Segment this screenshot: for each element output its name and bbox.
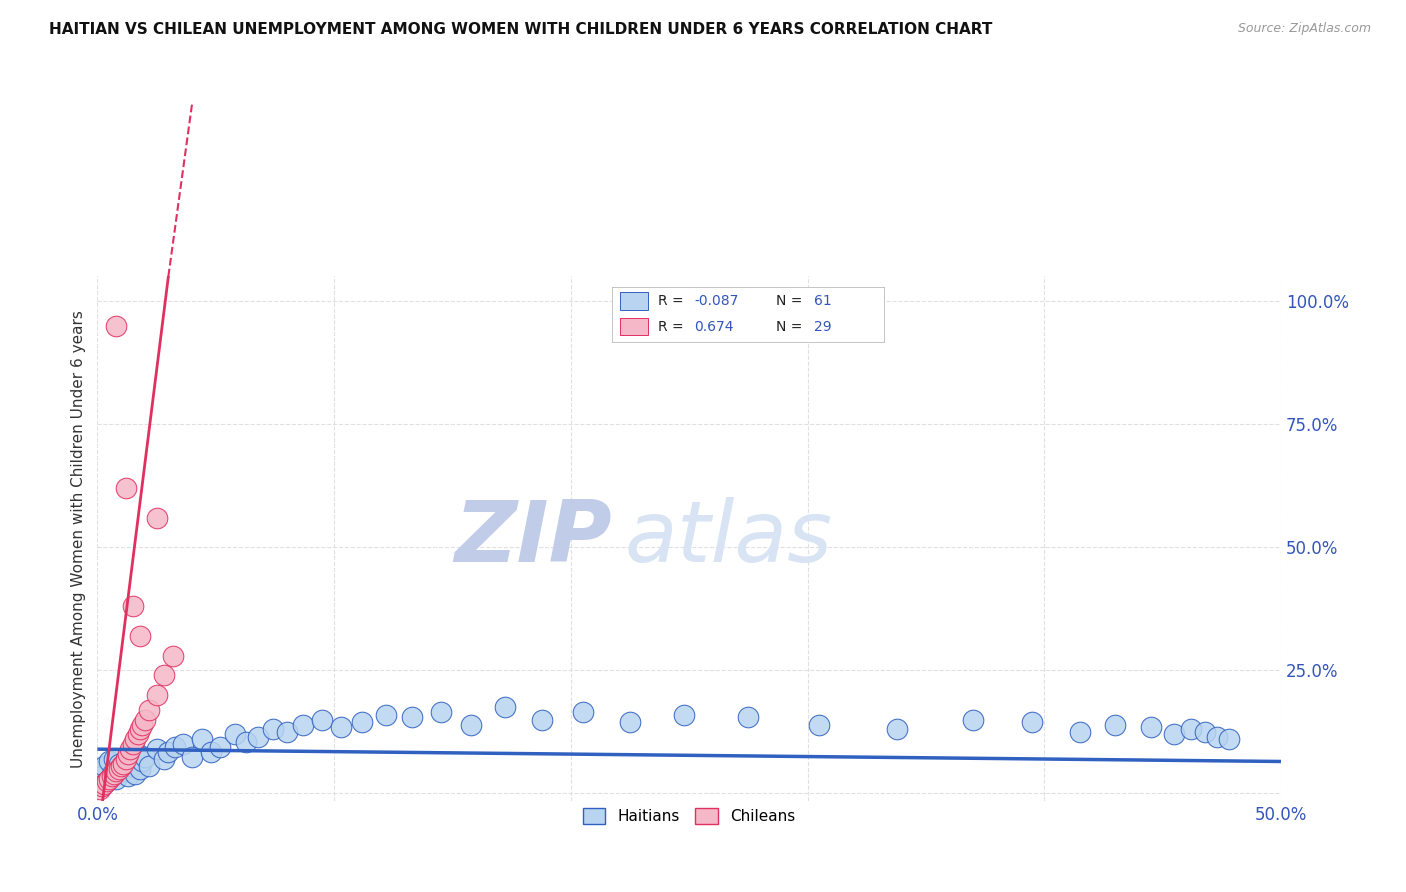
- Point: [1163, 727, 1185, 741]
- Point: [105, 318, 128, 333]
- Point: [152, 668, 174, 682]
- Point: [96, 774, 118, 789]
- Point: [124, 732, 146, 747]
- Point: [100, 769, 122, 783]
- Point: [129, 629, 152, 643]
- Point: [162, 648, 184, 663]
- Point: [114, 752, 136, 766]
- Point: [429, 705, 451, 719]
- Point: [152, 752, 174, 766]
- Point: [962, 713, 984, 727]
- Point: [200, 745, 222, 759]
- Point: [129, 723, 152, 737]
- Point: [134, 749, 156, 764]
- Point: [103, 752, 125, 766]
- Point: [1139, 720, 1161, 734]
- Point: [129, 762, 152, 776]
- Point: [1104, 717, 1126, 731]
- Point: [103, 766, 125, 780]
- Point: [494, 700, 516, 714]
- Point: [93, 777, 115, 791]
- Point: [105, 772, 128, 786]
- Y-axis label: Unemployment Among Women with Children Under 6 years: Unemployment Among Women with Children U…: [72, 310, 86, 768]
- Point: [401, 710, 423, 724]
- Point: [165, 739, 187, 754]
- Point: [114, 752, 136, 766]
- Point: [96, 774, 118, 789]
- Point: [262, 723, 284, 737]
- Point: [121, 599, 143, 614]
- Point: [91, 779, 114, 793]
- Point: [112, 764, 135, 779]
- Point: [121, 756, 143, 771]
- Point: [209, 739, 232, 754]
- Point: [138, 703, 160, 717]
- Point: [89, 781, 111, 796]
- Point: [1069, 725, 1091, 739]
- Point: [120, 759, 142, 773]
- Point: [352, 715, 374, 730]
- Point: [89, 764, 111, 779]
- Point: [157, 745, 180, 759]
- Point: [110, 759, 132, 773]
- Point: [292, 717, 315, 731]
- Point: [531, 713, 554, 727]
- Point: [673, 707, 696, 722]
- Point: [737, 710, 759, 724]
- Point: [224, 727, 246, 741]
- Point: [571, 705, 593, 719]
- Point: [138, 759, 160, 773]
- Point: [145, 742, 167, 756]
- Text: Source: ZipAtlas.com: Source: ZipAtlas.com: [1237, 22, 1371, 36]
- Point: [120, 742, 142, 756]
- Point: [276, 725, 298, 739]
- Point: [808, 717, 831, 731]
- Point: [114, 481, 136, 495]
- Point: [235, 735, 257, 749]
- Point: [93, 759, 115, 773]
- Point: [619, 715, 641, 730]
- Point: [311, 713, 333, 727]
- Point: [134, 713, 156, 727]
- Point: [145, 510, 167, 524]
- Point: [1218, 732, 1240, 747]
- Point: [100, 766, 122, 780]
- Point: [460, 717, 482, 731]
- Point: [91, 769, 114, 783]
- Point: [886, 723, 908, 737]
- Legend: Haitians, Chileans: Haitians, Chileans: [576, 802, 801, 830]
- Point: [375, 707, 398, 722]
- Point: [107, 762, 129, 776]
- Point: [124, 766, 146, 780]
- Text: ZIP: ZIP: [454, 497, 612, 580]
- Point: [127, 747, 149, 761]
- Point: [330, 720, 353, 734]
- Point: [112, 756, 135, 771]
- Point: [145, 688, 167, 702]
- Point: [247, 730, 270, 744]
- Point: [121, 737, 143, 751]
- Text: HAITIAN VS CHILEAN UNEMPLOYMENT AMONG WOMEN WITH CHILDREN UNDER 6 YEARS CORRELAT: HAITIAN VS CHILEAN UNEMPLOYMENT AMONG WO…: [49, 22, 993, 37]
- Point: [131, 755, 153, 769]
- Point: [131, 717, 153, 731]
- Point: [117, 769, 139, 783]
- Point: [190, 732, 212, 747]
- Point: [117, 747, 139, 761]
- Point: [1206, 730, 1229, 744]
- Point: [98, 755, 121, 769]
- Text: atlas: atlas: [624, 497, 832, 580]
- Point: [172, 737, 194, 751]
- Point: [1194, 725, 1216, 739]
- Point: [1021, 715, 1043, 730]
- Point: [98, 772, 121, 786]
- Point: [1180, 723, 1202, 737]
- Point: [107, 756, 129, 771]
- Point: [181, 749, 204, 764]
- Point: [110, 762, 132, 776]
- Point: [127, 727, 149, 741]
- Point: [105, 764, 128, 779]
